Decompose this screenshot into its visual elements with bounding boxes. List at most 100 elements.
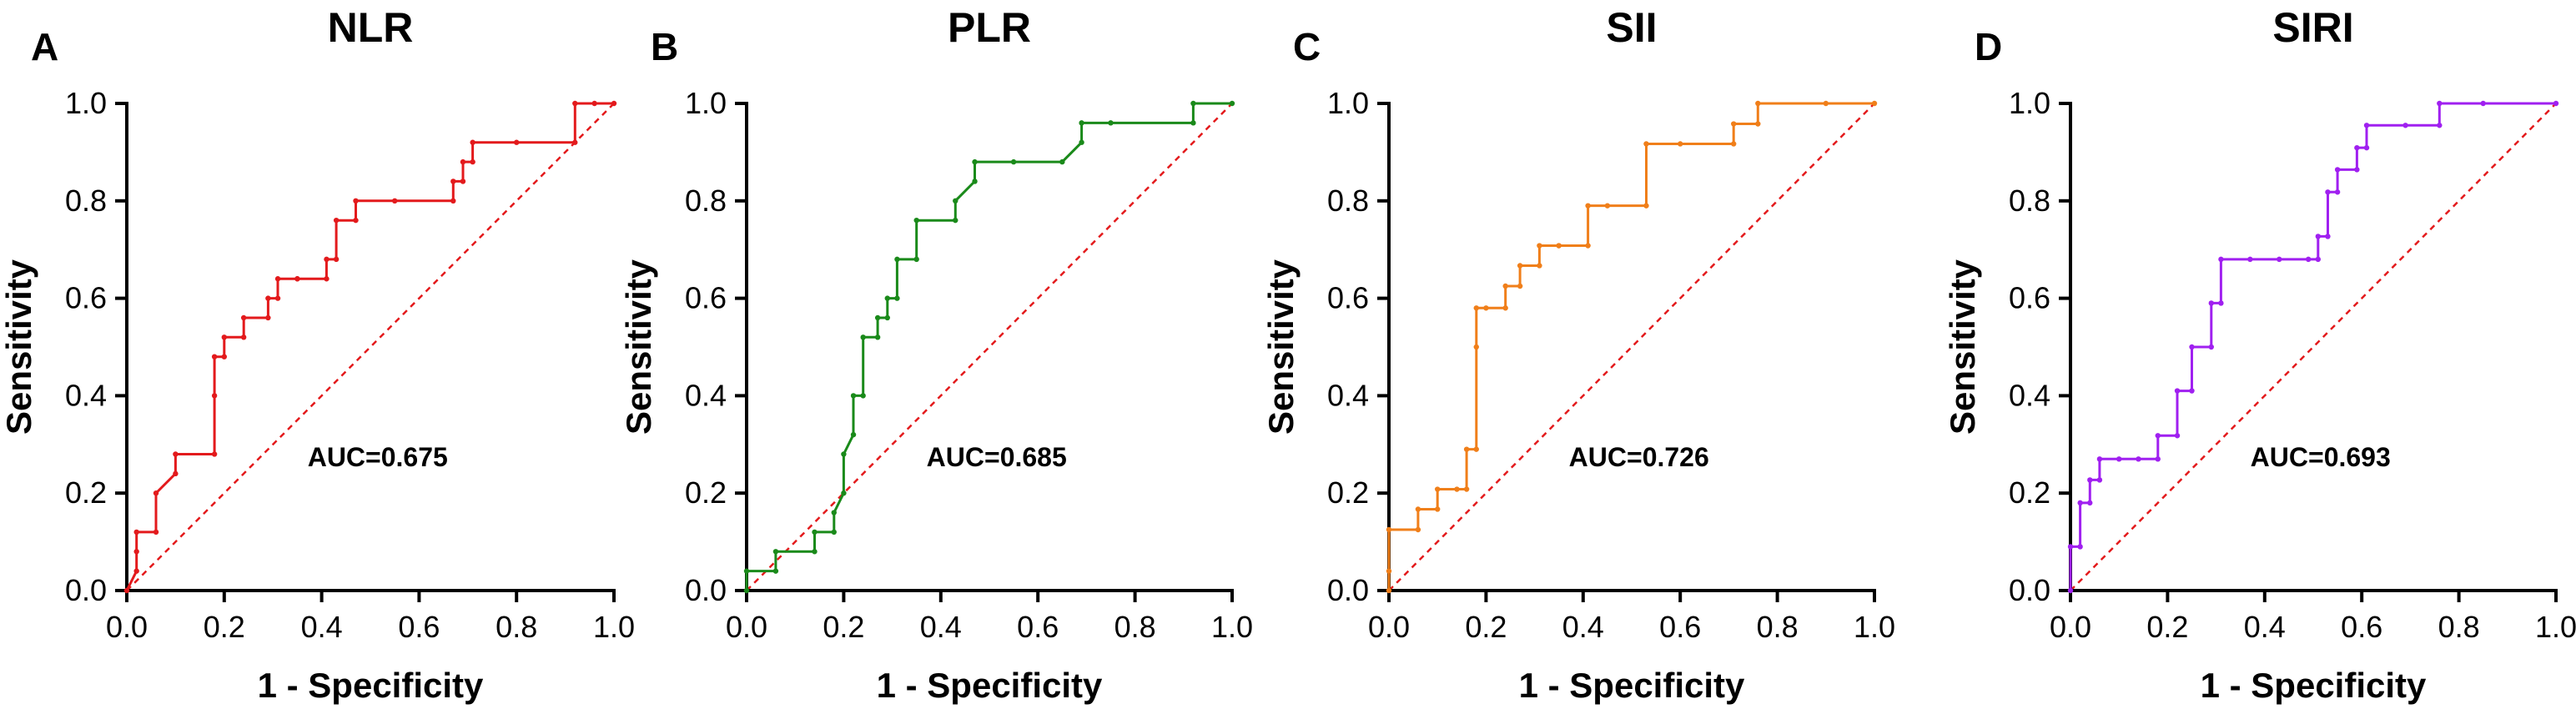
roc-point-d-13 [2174,388,2181,394]
panel-c: C SII 0.0 0.2 0.4 0.6 0.8 1.0 0.0 0.2 0.4 0.6 0.8 1.0… [1261,4,1895,705]
roc-point-b-11 [850,393,857,399]
y-tick-label-c-3: 0.6 [1327,281,1369,315]
roc-point-a-14 [240,314,247,321]
roc-point-d-34 [2437,123,2443,128]
roc-point-c-6 [1435,486,1441,492]
roc-point-d-32 [2363,123,2370,128]
roc-point-d-18 [2218,300,2224,306]
roc-point-a-35 [572,139,578,145]
reference-diagonal-c [1388,103,1875,591]
roc-point-d-29 [2354,167,2360,173]
roc-point-a-38 [611,100,617,107]
y-tick-label-c-2: 0.4 [1327,378,1369,412]
roc-point-a-31 [460,158,466,165]
roc-point-a-9 [211,393,218,399]
roc-point-b-10 [850,431,857,438]
roc-point-c-23 [1585,203,1591,209]
x-tick-label-c-3: 0.6 [1659,610,1701,644]
roc-point-b-2 [772,568,779,574]
roc-point-c-12 [1473,305,1479,311]
roc-point-b-31 [1190,120,1196,126]
roc-point-b-27 [1059,158,1065,165]
roc-point-c-17 [1517,263,1523,269]
roc-point-a-13 [240,334,247,340]
y-tick-label-a-0: 0.0 [65,573,107,607]
roc-point-d-1 [2067,544,2074,550]
roc-point-b-7 [831,510,837,515]
roc-point-c-1 [1386,568,1392,574]
roc-point-c-0 [1386,587,1392,594]
panel-letter-b: B [651,25,678,68]
roc-point-a-2 [133,549,139,555]
roc-point-c-19 [1537,243,1542,249]
reference-diagonal-d [2070,103,2557,591]
roc-point-b-29 [1079,120,1084,126]
roc-point-d-37 [2553,100,2559,107]
panel-letter-a: A [31,25,58,68]
x-tick-label-a-2: 0.4 [301,610,343,644]
roc-point-c-13 [1483,305,1489,311]
roc-point-b-6 [831,529,837,536]
x-tick-label-d-2: 0.4 [2244,610,2286,644]
panel-d: D SIRI 0.0 0.2 0.4 0.6 0.8 1.0 0.0 0.2 0.4 0.6 0.8 1.… [1943,4,2576,705]
roc-point-d-9 [2136,456,2141,462]
x-tick-label-c-2: 0.4 [1562,610,1604,644]
x-axis-label-c: 1 - Specificity [1519,666,1745,705]
roc-point-d-15 [2189,344,2195,350]
roc-point-c-14 [1502,305,1508,311]
roc-point-b-0 [743,587,750,594]
roc-point-d-26 [2325,189,2331,195]
x-tick-label-d-1: 0.2 [2146,610,2188,644]
x-axis-label-d: 1 - Specificity [2201,666,2427,705]
roc-point-a-28 [450,198,456,204]
x-tick-label-b-4: 0.8 [1114,610,1156,644]
panel-b: B PLR 0.0 0.2 0.4 0.6 0.8 1.0 0.0 0.2 0.4 0.6 0.8 1.0… [619,4,1253,705]
roc-point-c-9 [1463,446,1470,452]
x-tick-label-c-0: 0.0 [1368,610,1410,644]
roc-point-d-20 [2247,256,2253,263]
roc-point-b-14 [874,334,881,340]
y-tick-label-b-0: 0.0 [685,573,727,607]
roc-point-b-4 [812,549,818,555]
x-tick-label-a-5: 1.0 [593,610,635,644]
y-tick-label-a-4: 0.8 [65,184,107,218]
x-tick-label-b-0: 0.0 [726,610,767,644]
x-tick-label-a-1: 0.2 [204,610,245,644]
roc-point-a-23 [333,256,340,263]
roc-point-b-33 [1229,100,1235,107]
roc-point-c-15 [1502,283,1508,289]
roc-point-a-16 [265,295,271,301]
reference-diagonal-a [126,103,615,591]
chart-title-c: SII [1606,4,1657,51]
chart-title-b: PLR [948,4,1031,51]
y-tick-label-d-1: 0.2 [2009,475,2050,510]
roc-point-d-25 [2325,234,2331,239]
roc-point-a-20 [294,276,300,282]
panel-a: A NLR 0.0 0.2 0.4 0.6 0.8 1.0 0.0 0.2 0.4 0.6 0.8 1.0… [0,4,635,705]
roc-point-a-5 [153,490,159,496]
roc-point-a-15 [265,314,271,321]
roc-point-a-25 [353,217,359,224]
x-tick-label-d-4: 0.8 [2438,610,2480,644]
x-tick-label-a-0: 0.0 [106,610,148,644]
roc-point-d-31 [2363,144,2370,151]
roc-point-c-10 [1473,446,1479,452]
x-tick-label-d-3: 0.6 [2341,610,2382,644]
roc-point-a-11 [221,354,227,360]
roc-point-c-26 [1643,141,1649,147]
roc-point-d-7 [2096,456,2103,462]
roc-point-a-27 [392,198,398,204]
roc-point-b-1 [743,568,750,574]
roc-point-c-16 [1517,283,1523,289]
roc-point-d-3 [2077,500,2083,506]
roc-point-d-14 [2189,388,2195,394]
roc-point-a-17 [274,295,281,301]
x-tick-label-b-3: 0.6 [1017,610,1059,644]
y-tick-label-c-4: 0.8 [1327,184,1369,218]
roc-point-c-29 [1731,121,1737,127]
chart-title-d: SIRI [2272,4,2353,51]
roc-point-c-18 [1537,263,1542,269]
roc-point-d-24 [2315,234,2322,239]
roc-point-b-5 [812,529,818,536]
roc-point-a-36 [572,100,578,107]
